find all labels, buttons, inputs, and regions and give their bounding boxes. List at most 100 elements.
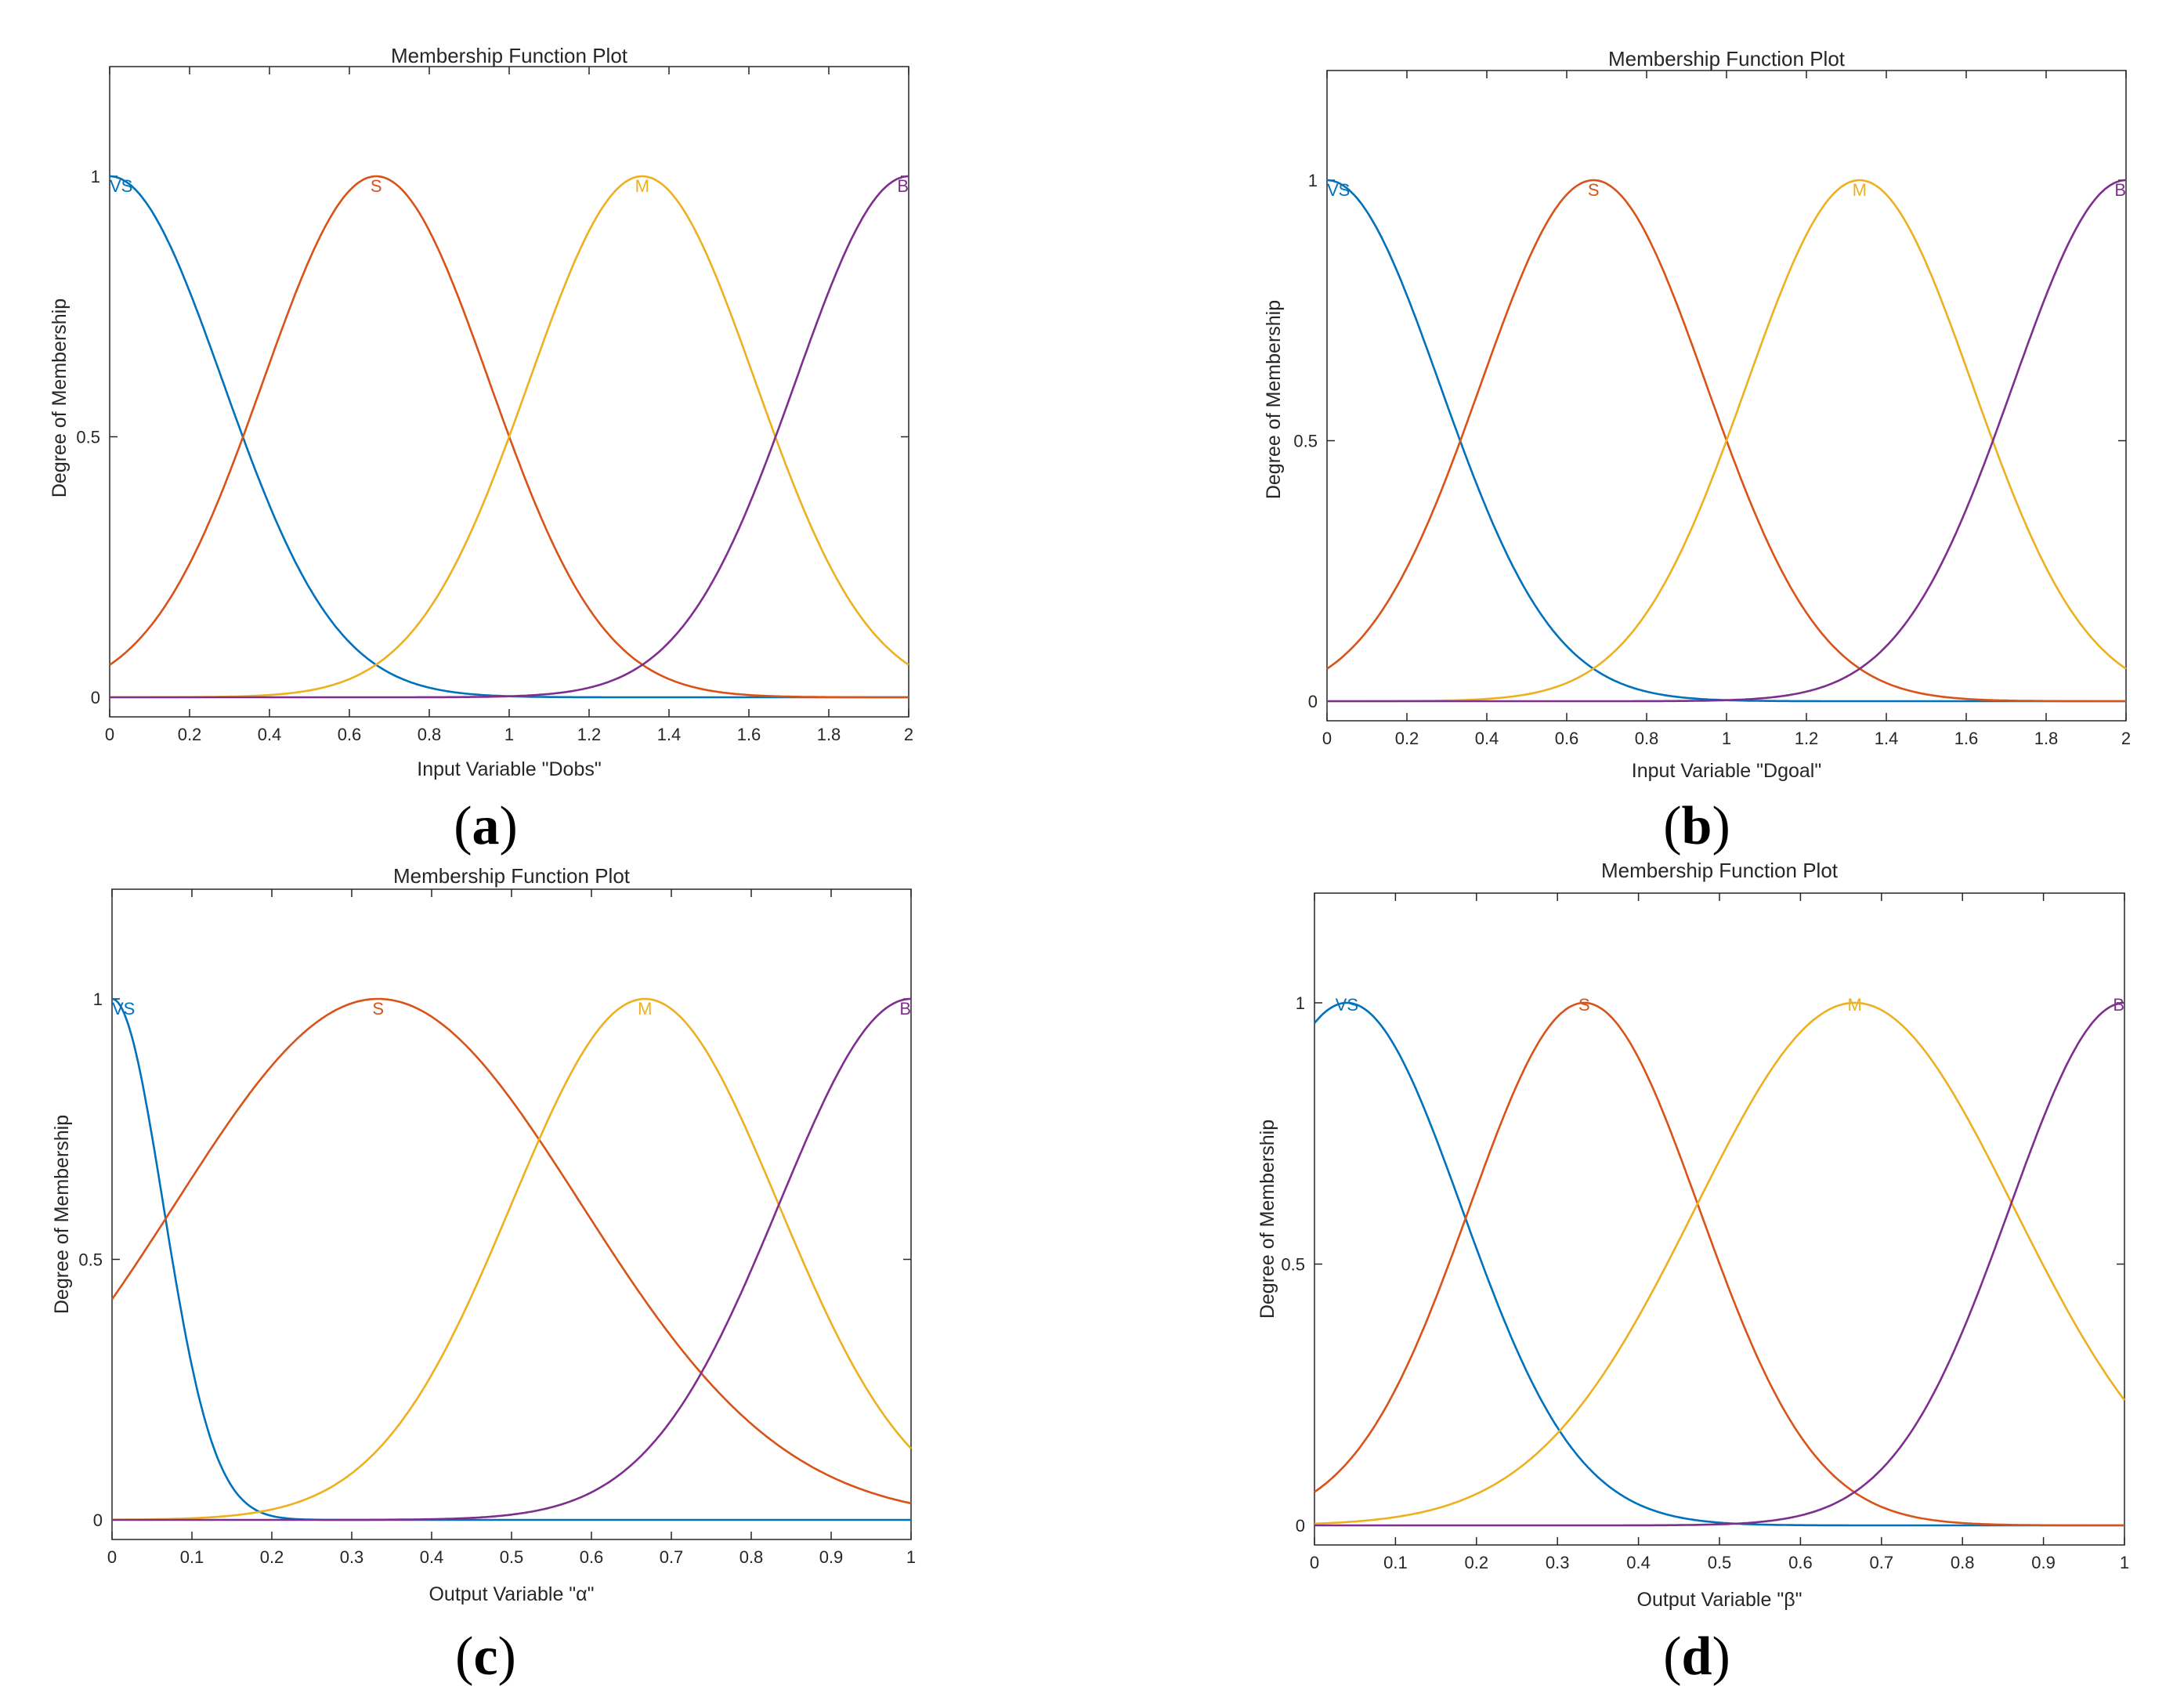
series-label-m: M xyxy=(635,176,649,196)
x-axis-label: Output Variable "α" xyxy=(428,1583,594,1605)
series-label-vs: VS xyxy=(112,999,135,1018)
x-tick-label: 1 xyxy=(1722,729,1731,748)
series-label-m: M xyxy=(1848,995,1862,1015)
x-tick-label: 0.3 xyxy=(340,1547,364,1567)
series-label-m: M xyxy=(1853,180,1867,200)
series-label-vs: VS xyxy=(110,176,132,196)
series-line-b xyxy=(1314,1001,2125,1527)
x-tick-label: 1.4 xyxy=(657,725,682,744)
x-tick-label: 0.1 xyxy=(180,1547,204,1567)
series-label-b: B xyxy=(2113,995,2124,1015)
series-label-s: S xyxy=(371,176,382,196)
chart-c-svg: Membership Function Plot Output Variable… xyxy=(51,864,916,1605)
series-line-m xyxy=(1327,179,2127,703)
x-tick-label: 1.8 xyxy=(2034,729,2059,748)
x-tick-label: 0.2 xyxy=(260,1547,284,1567)
y-axis-label: Degree of Membership xyxy=(1257,1120,1278,1319)
chart-d-svg: Membership Function Plot Output Variable… xyxy=(1257,859,2129,1611)
x-tick-label: 1 xyxy=(2120,1553,2129,1572)
chart-a-svg: Membership Function Plot Input Variable … xyxy=(49,44,913,780)
x-tick-label: 0.9 xyxy=(819,1547,844,1567)
y-axis-label: Degree of Membership xyxy=(51,1115,73,1314)
chart-panel-d: Membership Function Plot Output Variable… xyxy=(1092,830,2184,1704)
series-label-s: S xyxy=(372,999,384,1018)
series-line-m xyxy=(110,175,909,699)
x-tick-label: 2 xyxy=(2121,729,2131,748)
x-tick-label: 0.8 xyxy=(418,725,442,744)
x-tick-label: 1.6 xyxy=(737,725,761,744)
x-tick-label: 0.7 xyxy=(1870,1553,1894,1572)
series-line-vs xyxy=(1314,1001,2124,1527)
panel-caption-c: (c) xyxy=(455,1626,516,1687)
x-tick-label: 0.4 xyxy=(1475,729,1499,748)
y-tick-label: 1 xyxy=(91,167,100,186)
x-tick-label: 0.5 xyxy=(1708,1553,1732,1572)
y-tick-label: 1 xyxy=(1296,993,1305,1013)
x-tick-label: 0.4 xyxy=(420,1547,444,1567)
x-tick-label: 0.6 xyxy=(338,725,362,744)
chart-title: Membership Function Plot xyxy=(391,44,628,67)
x-tick-label: 0.5 xyxy=(500,1547,524,1567)
x-tick-label: 2 xyxy=(904,725,913,744)
x-tick-label: 0.2 xyxy=(178,725,202,744)
x-axis-label: Input Variable "Dobs" xyxy=(417,758,601,780)
series-line-s xyxy=(110,997,912,1505)
x-tick-label: 1.6 xyxy=(1954,729,1979,748)
panel-caption-a: (a) xyxy=(454,796,518,856)
x-axis-label: Output Variable "β" xyxy=(1637,1589,1803,1611)
plot-area xyxy=(111,888,912,1540)
plot-area xyxy=(1314,892,2125,1546)
y-tick-label: 0 xyxy=(93,1510,103,1530)
x-tick-label: 0 xyxy=(1322,729,1332,748)
y-axis-label: Degree of Membership xyxy=(1263,300,1285,499)
series-line-b xyxy=(1327,179,2127,703)
series-label-vs: VS xyxy=(1336,995,1358,1015)
x-tick-label: 0.6 xyxy=(580,1547,604,1567)
y-tick-label: 0.5 xyxy=(78,1250,103,1270)
series-label-vs: VS xyxy=(1327,180,1350,200)
series-label-b: B xyxy=(897,176,909,196)
series-line-b xyxy=(112,997,912,1521)
series-line-m xyxy=(112,997,912,1521)
x-tick-label: 1.8 xyxy=(817,725,841,744)
chart-title: Membership Function Plot xyxy=(1601,859,1839,882)
x-tick-label: 0.8 xyxy=(739,1547,764,1567)
x-tick-label: 0.2 xyxy=(1395,729,1419,748)
y-tick-label: 0 xyxy=(1296,1516,1305,1536)
x-tick-label: 0.7 xyxy=(660,1547,684,1567)
panel-caption-d: (d) xyxy=(1663,1626,1730,1687)
x-tick-label: 0.8 xyxy=(1635,729,1659,748)
x-axis-label: Input Variable "Dgoal" xyxy=(1632,760,1821,782)
y-tick-label: 0 xyxy=(1308,692,1318,711)
x-tick-label: 0.8 xyxy=(1951,1553,1975,1572)
series-label-s: S xyxy=(1578,995,1590,1015)
x-tick-label: 1.2 xyxy=(1795,729,1819,748)
x-tick-label: 1.2 xyxy=(577,725,602,744)
chart-title: Membership Function Plot xyxy=(393,864,631,888)
series-label-b: B xyxy=(899,999,911,1018)
series-line-vs xyxy=(111,997,911,1521)
plot-area xyxy=(109,66,909,718)
x-tick-label: 1.4 xyxy=(1875,729,1899,748)
chart-panel-a: Membership Function Plot Input Variable … xyxy=(0,0,1092,830)
chart-panel-c: Membership Function Plot Output Variable… xyxy=(0,830,1092,1704)
y-tick-label: 1 xyxy=(93,989,103,1009)
x-tick-label: 0.2 xyxy=(1465,1553,1489,1572)
x-tick-label: 0.9 xyxy=(2031,1553,2056,1572)
chart-b-svg: Membership Function Plot Input Variable … xyxy=(1263,47,2131,782)
x-tick-label: 0.6 xyxy=(1788,1553,1813,1572)
series-label-m: M xyxy=(638,999,652,1018)
x-tick-label: 0 xyxy=(105,725,114,744)
series-label-b: B xyxy=(2114,180,2126,200)
x-tick-label: 1 xyxy=(906,1547,916,1567)
series-line-s xyxy=(1314,1001,2124,1527)
series-line-m xyxy=(1314,1001,2126,1525)
x-tick-label: 0.6 xyxy=(1555,729,1579,748)
series-label-s: S xyxy=(1588,180,1600,200)
y-tick-label: 0.5 xyxy=(1281,1255,1305,1275)
x-tick-label: 0 xyxy=(1310,1553,1319,1572)
x-tick-label: 0 xyxy=(107,1547,117,1567)
y-tick-label: 1 xyxy=(1308,171,1318,190)
x-tick-label: 0.3 xyxy=(1546,1553,1570,1572)
y-tick-label: 0 xyxy=(91,688,100,707)
